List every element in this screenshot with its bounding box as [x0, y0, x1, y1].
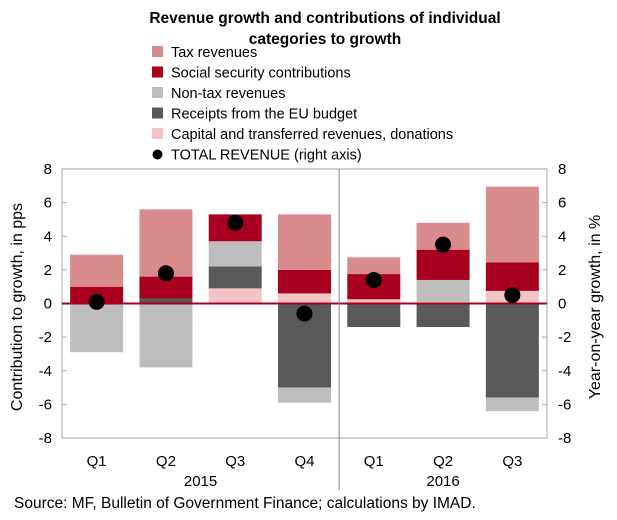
- x-tick-label: Q4: [294, 453, 314, 470]
- y-right-tick-label: -8: [558, 430, 571, 447]
- bar-segment: [416, 303, 470, 328]
- x-group-label: 2016: [426, 473, 459, 490]
- bar-segment: [347, 257, 401, 275]
- y-left-tick-label: 2: [44, 262, 52, 279]
- total-revenue-point: [296, 305, 313, 322]
- bar-segment: [347, 299, 401, 304]
- bar-segment: [208, 241, 262, 267]
- bar-segment: [70, 254, 124, 287]
- y-left-tick-label: 6: [44, 195, 52, 212]
- x-tick-label: Q1: [87, 453, 107, 470]
- legend-swatch: [152, 107, 163, 119]
- legend-label: TOTAL REVENUE (right axis): [171, 148, 362, 164]
- y-left-tick-label: -6: [39, 396, 52, 413]
- y-left-tick-label: 0: [44, 296, 52, 313]
- x-tick-label: Q3: [502, 453, 522, 470]
- bar-segment: [139, 303, 193, 368]
- legend-label: Tax revenues: [171, 45, 257, 61]
- legend-swatch: [152, 66, 163, 78]
- y-right-tick-label: -4: [558, 363, 571, 380]
- y-left-tick-label: 4: [44, 228, 52, 245]
- bar-segment: [485, 397, 539, 412]
- total-revenue-point: [435, 236, 452, 253]
- y-left-tick-label: 8: [44, 161, 52, 178]
- chart-title: Revenue growth and contributions of indi…: [149, 10, 500, 48]
- total-revenue-point: [504, 287, 521, 304]
- bar-segment: [485, 303, 539, 398]
- plot-area: -8 -8 -6 -6 -4 -4 -2 -2 0 0 2 2 4 4 6 6 8 8 Q1 Q2 Q3 Q4 Q1 Q2 Q3…: [39, 161, 571, 490]
- y-axis-right-title: Year-on-year growth, in %: [587, 215, 604, 399]
- total-revenue-point: [365, 271, 382, 288]
- legend-label: Non-tax revenues: [171, 86, 285, 102]
- legend: Tax revenues Social security contribution…: [152, 45, 453, 164]
- bar-segment: [485, 262, 539, 291]
- y-right-tick-label: -6: [558, 396, 571, 413]
- legend-marker: [152, 149, 163, 160]
- x-tick-label: Q1: [364, 453, 384, 470]
- bar-segment: [278, 269, 331, 294]
- legend-swatch: [152, 87, 163, 98]
- legend-label: Receipts from the EU budget: [171, 107, 357, 123]
- total-revenue-point: [157, 265, 174, 282]
- bar-segment: [70, 303, 124, 353]
- y-left-tick-label: -8: [39, 430, 52, 447]
- total-revenue-point: [88, 293, 105, 310]
- bar-segment: [416, 279, 470, 302]
- chart-title-line-1: Revenue growth and contributions of indi…: [149, 10, 500, 27]
- y-right-tick-label: 2: [558, 262, 566, 279]
- bar-segment: [208, 288, 262, 304]
- x-tick-label: Q2: [156, 453, 176, 470]
- bar-segment: [278, 214, 331, 270]
- y-right-tick-label: 8: [558, 161, 566, 178]
- chart-title-line-2: categories to growth: [249, 31, 401, 48]
- bar-segment: [416, 249, 470, 280]
- bar-segment: [208, 266, 262, 289]
- x-group-label: 2015: [184, 473, 217, 490]
- y-axis-left-title: Contribution to growth, in pps: [9, 203, 26, 411]
- bar-segment: [139, 276, 193, 299]
- source-note: Source: MF, Bulletin of Government Finan…: [14, 495, 476, 512]
- bar-segment: [485, 186, 539, 263]
- y-left-tick-label: -2: [39, 329, 52, 346]
- y-right-tick-label: 6: [558, 195, 566, 212]
- x-tick-label: Q2: [433, 453, 453, 470]
- bar-segment: [139, 298, 193, 304]
- bar-segment: [347, 303, 401, 328]
- bar-segment: [278, 387, 331, 403]
- y-right-tick-label: -2: [558, 329, 571, 346]
- total-revenue-point: [227, 214, 244, 231]
- legend-label: Social security contributions: [171, 66, 351, 82]
- x-tick-label: Q3: [225, 453, 245, 470]
- legend-label: Capital and transferred revenues, donati…: [171, 127, 453, 143]
- legend-swatch: [152, 46, 163, 57]
- y-left-tick-label: -4: [39, 363, 52, 380]
- y-right-tick-label: 4: [558, 228, 566, 245]
- legend-swatch: [152, 128, 163, 139]
- y-right-tick-label: 0: [558, 296, 566, 313]
- bar-segment: [278, 293, 331, 304]
